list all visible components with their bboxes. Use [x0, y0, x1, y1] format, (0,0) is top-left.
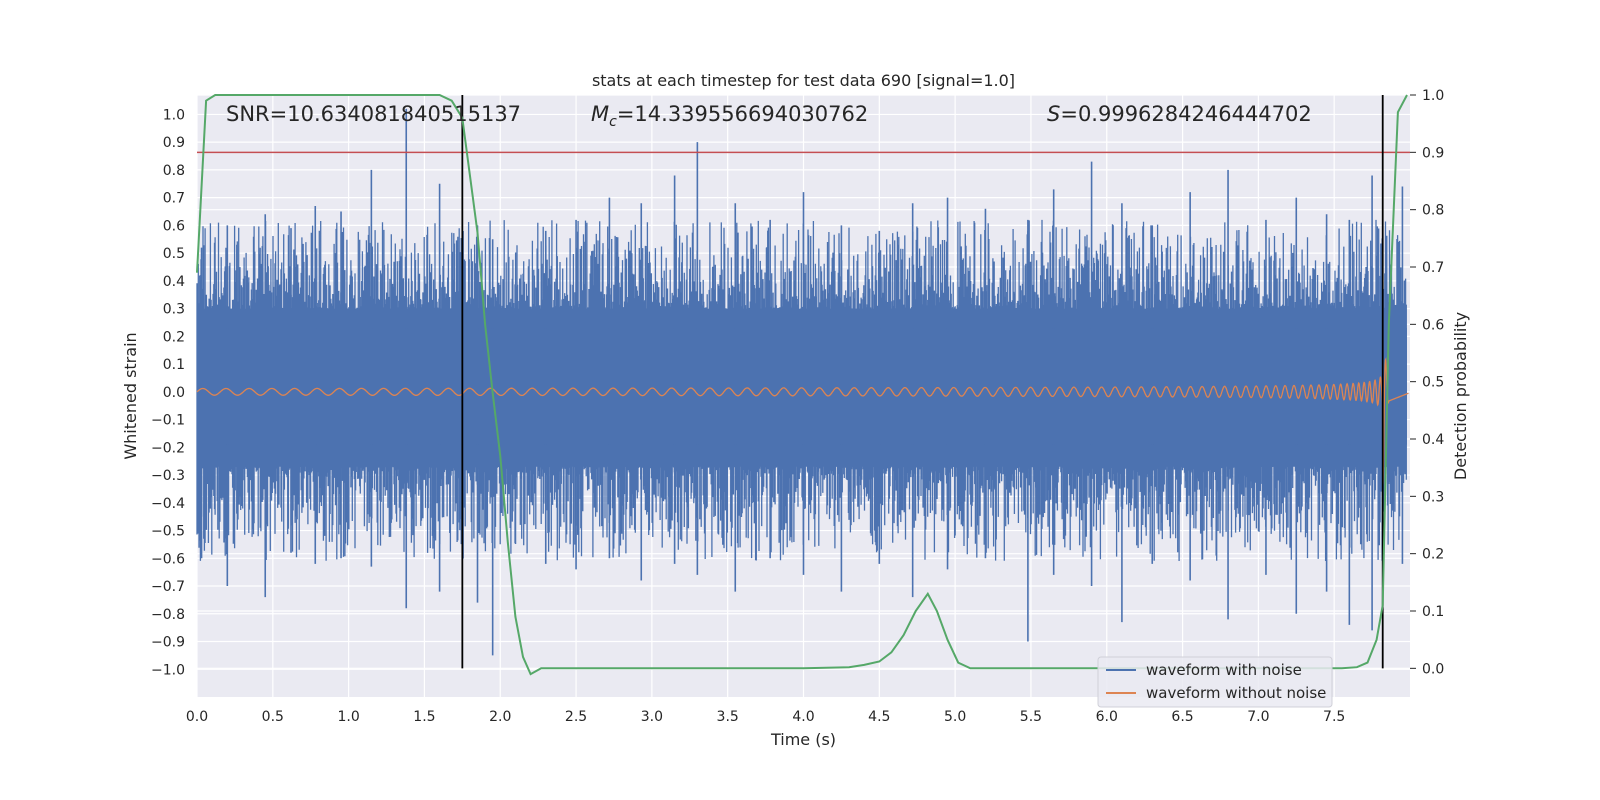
y-tick-label: −0.6	[151, 551, 185, 567]
x-tick-label: 7.0	[1247, 709, 1269, 725]
snr-annotation: SNR=10.634081840515137	[226, 102, 521, 126]
legend: waveform with noise waveform without noi…	[1097, 656, 1333, 708]
y-tick-label: 0.9	[163, 135, 185, 151]
score-value: =0.9996284246444702	[1060, 102, 1311, 126]
y-tick-label: 0.7	[163, 191, 185, 207]
x-tick-label: 5.0	[944, 709, 966, 725]
y2-tick-label: 0.3	[1422, 489, 1444, 505]
x-tick-label: 2.5	[565, 709, 587, 725]
x-tick-label: 5.5	[1020, 709, 1042, 725]
y-axis-ticks: 1.0 0.9 0.8 0.7 0.6 0.5 0.4 0.3 0.2 0.1 0.0 −0.1 −0.…	[151, 107, 185, 678]
chirp-mass-value: =14.339556694030762	[617, 102, 868, 126]
y2-tick-label: 0.8	[1422, 203, 1444, 219]
waveform-without-noise-series	[196, 357, 1409, 487]
legend-entry-waveform-without-noise: waveform without noise	[1146, 684, 1326, 702]
legend-entry-waveform-with-noise: waveform with noise	[1146, 661, 1302, 679]
x-tick-label: 0.5	[262, 709, 284, 725]
y-tick-label: −0.2	[151, 440, 185, 456]
y-tick-label: 0.2	[163, 329, 185, 345]
y2-tick-label: 0.6	[1422, 317, 1444, 333]
x-tick-label: 6.0	[1096, 709, 1118, 725]
score-annotation: S=0.9996284246444702	[1047, 102, 1312, 126]
x-tick-label: 6.5	[1171, 709, 1193, 725]
y-tick-label: −0.7	[151, 579, 185, 595]
y-tick-label: 0.8	[163, 163, 185, 179]
y2-axis-ticks: 1.0 0.9 0.8 0.7 0.6 0.5 0.4 0.3 0.2 0.1 0.0	[1410, 88, 1444, 677]
x-tick-label: 4.0	[792, 709, 814, 725]
y-tick-label: −0.8	[151, 607, 185, 623]
y2-tick-label: 0.2	[1422, 547, 1444, 563]
chirp-mass-annotation: Mc=14.339556694030762	[591, 102, 868, 130]
x-tick-label: 4.5	[868, 709, 890, 725]
y-tick-label: −1.0	[151, 662, 185, 678]
y-tick-label: −0.4	[151, 496, 185, 512]
y-tick-label: 1.0	[163, 107, 185, 123]
x-tick-label: 7.5	[1323, 709, 1345, 725]
y2-tick-label: 0.1	[1422, 604, 1444, 620]
x-axis-label: Time (s)	[770, 730, 836, 749]
legend-box	[1097, 656, 1333, 708]
y2-tick-label: 0.9	[1422, 145, 1444, 161]
waveform-with-noise-series	[196, 108, 1407, 656]
x-tick-label: 1.0	[337, 709, 359, 725]
chirp-mass-subscript: c	[609, 114, 617, 130]
y2-axis-label: Detection probability	[1451, 312, 1470, 480]
x-axis-ticks: 0.0 0.5 1.0 1.5 2.0 2.5 3.0 3.5 4.0 4.5 5.0 5.5 6.0 6…	[186, 709, 1345, 725]
y-tick-label: 0.1	[163, 357, 185, 373]
x-tick-label: 3.5	[717, 709, 739, 725]
chart-title: stats at each timestep for test data 690…	[592, 71, 1015, 90]
x-tick-label: 0.0	[186, 709, 208, 725]
x-tick-label: 3.0	[641, 709, 663, 725]
x-tick-label: 2.0	[489, 709, 511, 725]
y-tick-label: 0.3	[163, 302, 185, 318]
y-tick-label: 0.5	[163, 246, 185, 262]
y-tick-label: 0.0	[163, 385, 185, 401]
score-symbol: S	[1047, 102, 1060, 126]
chirp-mass-symbol: M	[591, 102, 609, 126]
clean-chirp-trace	[196, 357, 1409, 487]
y2-tick-label: 0.5	[1422, 375, 1444, 391]
y-tick-label: −0.1	[151, 413, 185, 429]
y-tick-label: 0.6	[163, 218, 185, 234]
x-tick-label: 1.5	[413, 709, 435, 725]
y-tick-label: −0.3	[151, 468, 185, 484]
y2-tick-label: 0.0	[1422, 661, 1444, 677]
y2-tick-label: 0.7	[1422, 260, 1444, 276]
y-axis-label: Whitened strain	[121, 332, 140, 459]
y-tick-label: 0.4	[163, 274, 185, 290]
y2-tick-label: 0.4	[1422, 432, 1444, 448]
y2-tick-label: 1.0	[1422, 88, 1444, 104]
y-tick-label: −0.5	[151, 524, 185, 540]
noise-core	[197, 328, 1407, 445]
y-tick-label: −0.9	[151, 635, 185, 651]
